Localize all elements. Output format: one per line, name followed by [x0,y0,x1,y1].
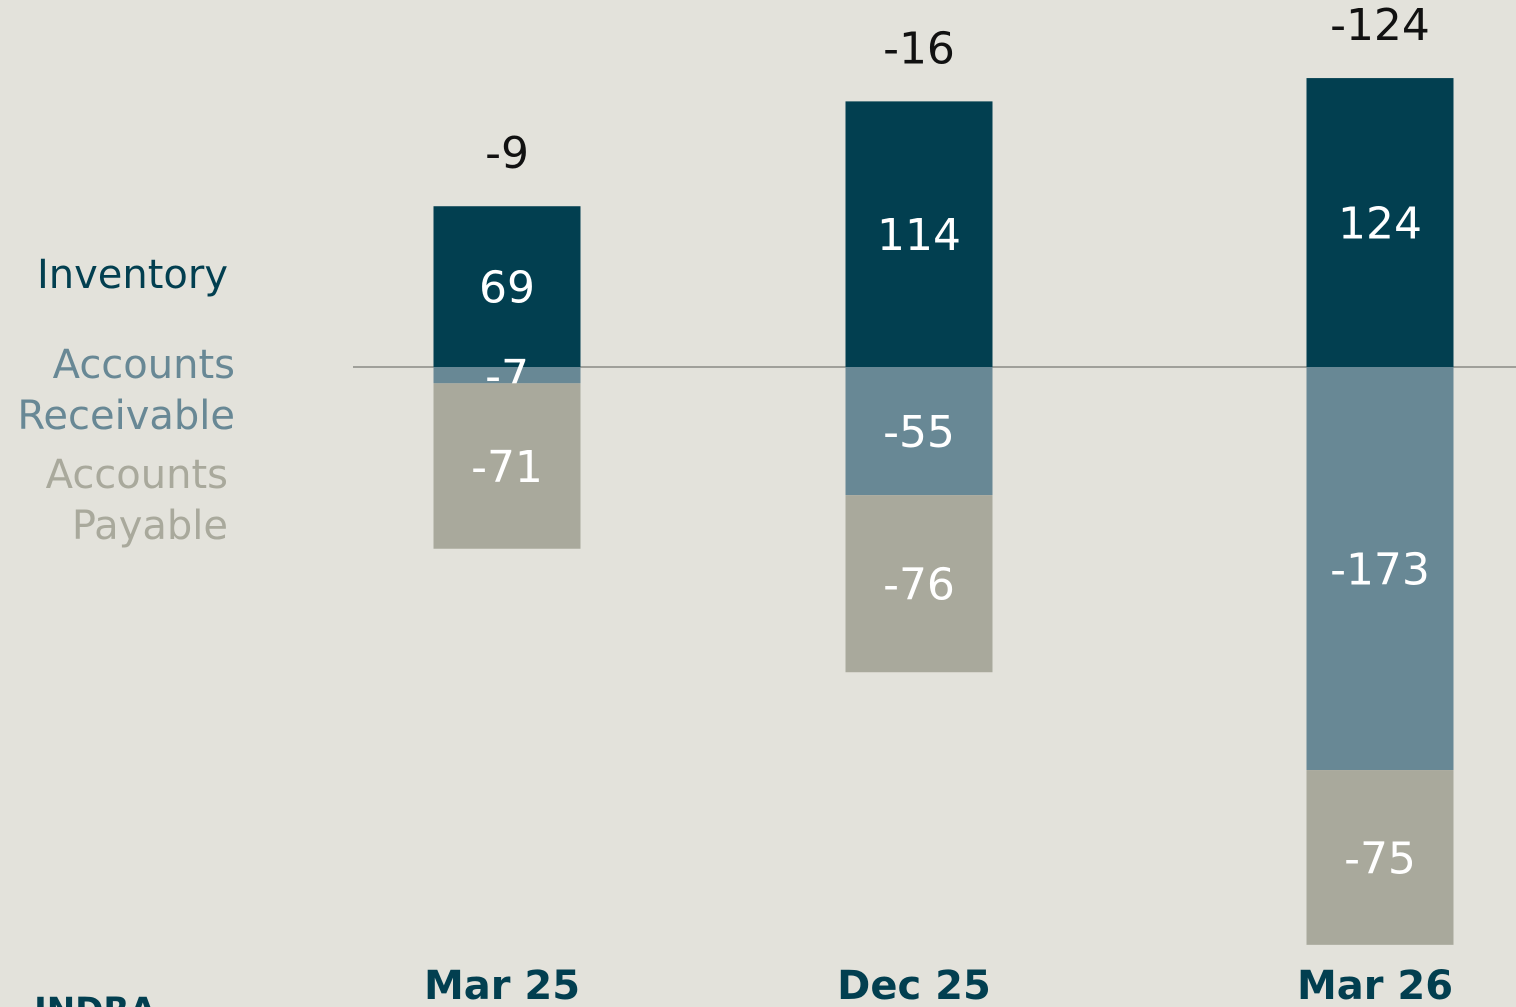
category-label: Dec 25 [837,963,991,1007]
bar-segment [433,206,581,367]
legend-entry: Accounts Receivable [17,342,235,439]
bar-segment [1306,770,1454,945]
value-label: -173 [1330,545,1430,596]
value-label: -76 [883,560,955,611]
total-label: -16 [883,23,955,74]
bar-segment [1306,78,1454,367]
value-label: -75 [1344,833,1416,884]
value-label: 69 [479,263,535,314]
bar-segment [1306,367,1454,771]
value-label: -71 [471,442,543,493]
total-label: -124 [1330,0,1430,51]
value-label: 124 [1338,199,1422,250]
bar-segment [845,495,993,673]
legend-entry: Accounts Payable [45,452,228,549]
category-label: Mar 26 [1297,963,1453,1007]
logo: INDRA [34,991,157,1007]
value-label: 114 [877,210,961,261]
value-label: -55 [883,407,955,458]
bar-segment [845,101,993,367]
bar-segment [845,367,993,496]
category-label: Mar 25 [424,963,580,1007]
bar-segment [433,383,581,549]
total-label: -9 [485,128,529,179]
bar-segment [433,367,581,384]
legend-entry: Inventory [36,252,228,298]
